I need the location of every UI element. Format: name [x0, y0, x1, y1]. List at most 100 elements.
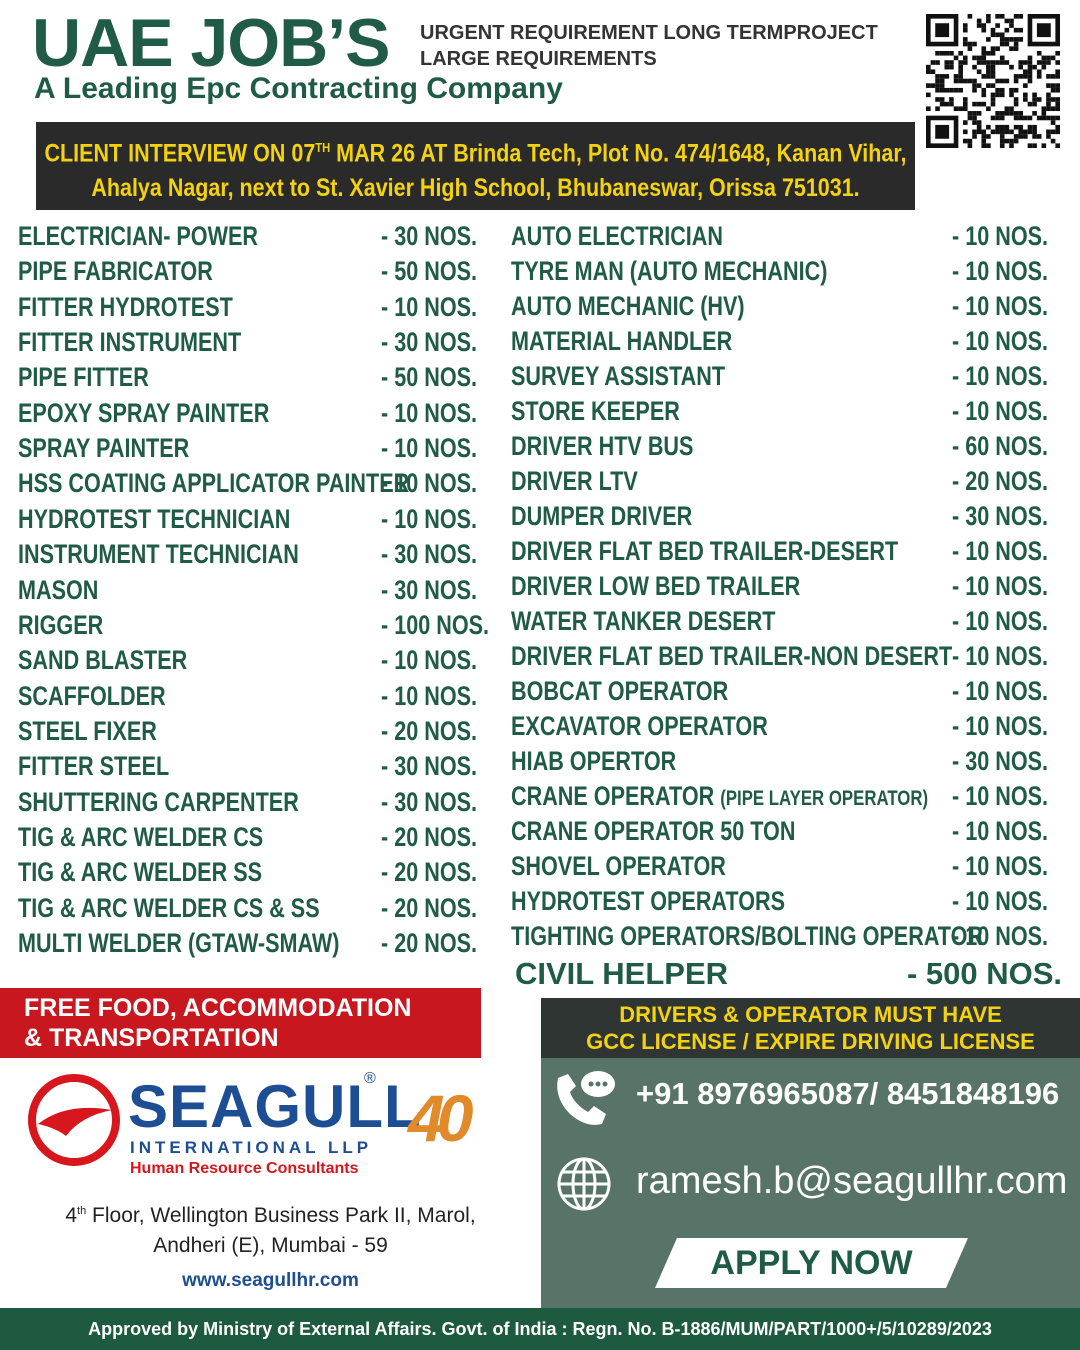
- qr-module: [1023, 134, 1028, 139]
- job-title: MASON: [18, 574, 119, 606]
- qr-module: [958, 60, 963, 65]
- qr-module: [999, 115, 1005, 121]
- registered: ®: [364, 1070, 376, 1087]
- qr-module: [990, 32, 996, 38]
- qr-module: [995, 23, 1000, 28]
- qr-module: [981, 138, 987, 144]
- qr-module: [1055, 50, 1060, 56]
- qr-module: [1050, 129, 1056, 135]
- job-count: - 10 NOS.: [952, 360, 1072, 392]
- job-title-text: HIAB OPERTOR: [511, 746, 677, 776]
- qr-module: [1036, 74, 1042, 79]
- job-count-text: - 10 NOS.: [381, 468, 478, 499]
- qr-module: [986, 64, 991, 70]
- qr-module: [1004, 78, 1010, 84]
- qr-module: [1004, 129, 1010, 135]
- qr-module: [1041, 55, 1047, 61]
- qr-module: [1013, 101, 1019, 107]
- job-count: - 20 NOS.: [381, 927, 501, 959]
- job-title: DUMPER DRIVER: [511, 500, 738, 532]
- qr-module: [1041, 143, 1047, 148]
- job-title-text: CRANE OPERATOR (PIPE LAYER OPERATOR): [511, 781, 929, 811]
- qr-module: [981, 87, 987, 93]
- phone: +91 8976965087/ 8451848196: [636, 1076, 1060, 1111]
- qr-module: [1050, 115, 1056, 121]
- job-count: - 10 NOS.: [381, 432, 501, 464]
- subtitle-line: URGENT REQUIREMENT LONG TERMPROJECT: [420, 22, 878, 44]
- qr-module: [958, 69, 963, 75]
- job-count: - 10 NOS.: [952, 920, 1072, 952]
- qr-module: [999, 134, 1005, 139]
- qr-module: [935, 50, 940, 56]
- qr-module: [981, 92, 987, 98]
- job-title: DRIVER LOW BED TRAILER: [511, 570, 873, 602]
- qr-module: [930, 83, 936, 88]
- qr-module: [967, 143, 973, 148]
- qr-module: [962, 120, 968, 125]
- job-title-text: TIG & ARC WELDER SS: [18, 857, 263, 888]
- qr-module: [1050, 138, 1056, 144]
- qr-module: [1046, 134, 1051, 139]
- job-count-text: - 100 NOS.: [381, 609, 490, 640]
- qr-module: [1050, 55, 1056, 61]
- qr-module: [935, 124, 950, 139]
- job-title-text: TIGHTING OPERATORS/BOLTING OPERATOR: [511, 921, 984, 951]
- qr-module: [981, 23, 987, 28]
- job-count-text: - 20 NOS.: [381, 892, 478, 923]
- job-title: DRIVER FLAT BED TRAILER-DESERT: [511, 535, 995, 567]
- qr-module: [1004, 60, 1010, 65]
- qr-module: [1004, 37, 1010, 42]
- subtitle: URGENT REQUIREMENT LONG TERMPROJECT LARG…: [420, 20, 878, 72]
- subtitle-line: LARGE REQUIREMENTS: [420, 48, 657, 70]
- job-title: TIG & ARC WELDER CS: [18, 821, 325, 853]
- qr-module: [1027, 55, 1033, 61]
- qr-module: [972, 64, 977, 70]
- job-title: CRANE OPERATOR 50 TON: [511, 815, 867, 847]
- interview-box: CLIENT INTERVIEW ON 07TH MAR 26 AT Brind…: [36, 122, 915, 210]
- qr-module: [962, 97, 968, 102]
- job-count: - 20 NOS.: [952, 465, 1072, 497]
- qr-module: [935, 60, 940, 65]
- qr-module: [981, 55, 987, 61]
- qr-module: [990, 115, 996, 121]
- qr-module: [1046, 74, 1051, 79]
- qr-module: [1027, 143, 1033, 148]
- job-title-text: HYDROTEST TECHNICIAN: [18, 503, 291, 534]
- qr-module: [999, 129, 1005, 135]
- qr-module: [986, 60, 991, 65]
- qr-module: [986, 14, 991, 19]
- job-count: - 10 NOS.: [952, 325, 1072, 357]
- qr-module: [999, 138, 1005, 144]
- qr-module: [962, 37, 968, 42]
- job-count-text: - 50 NOS.: [381, 256, 478, 287]
- job-title: SCAFFOLDER: [18, 680, 203, 712]
- job-count-text: - 20 NOS.: [381, 928, 478, 958]
- qr-module: [995, 92, 1000, 98]
- qr-module: [1046, 115, 1051, 121]
- website[interactable]: www.seagullhr.com: [182, 1270, 359, 1291]
- qr-module: [1050, 97, 1056, 102]
- qr-module: [1004, 111, 1010, 116]
- qr-module: [958, 74, 963, 79]
- job-title-text: EPOXY SPRAY PAINTER: [18, 397, 270, 428]
- qr-module: [1009, 87, 1014, 93]
- qr-module: [976, 69, 982, 75]
- job-title-text: BOBCAT OPERATOR: [511, 676, 729, 706]
- job-title: SAND BLASTER: [18, 644, 230, 676]
- job-count: - 50 NOS.: [381, 361, 501, 393]
- job-count-text: - 30 NOS.: [952, 746, 1049, 776]
- qr-module: [944, 60, 950, 65]
- job-count-text: - 10 NOS.: [952, 676, 1049, 706]
- qr-module: [1009, 92, 1014, 98]
- qr-module: [1055, 60, 1060, 65]
- email: ramesh.b@seagullhr.com: [636, 1160, 1068, 1202]
- apply-button[interactable]: APPLY NOW: [710, 1244, 913, 1282]
- qr-module: [995, 111, 1000, 116]
- qr-module: [967, 78, 973, 84]
- qr-module: [1018, 14, 1024, 19]
- job-title-text: DRIVER LOW BED TRAILER: [511, 571, 801, 601]
- job-title-text: TIG & ARC WELDER CS & SS: [18, 892, 320, 923]
- job-count: - 10 NOS.: [952, 255, 1072, 287]
- job-count-text: - 10 NOS.: [952, 921, 1049, 951]
